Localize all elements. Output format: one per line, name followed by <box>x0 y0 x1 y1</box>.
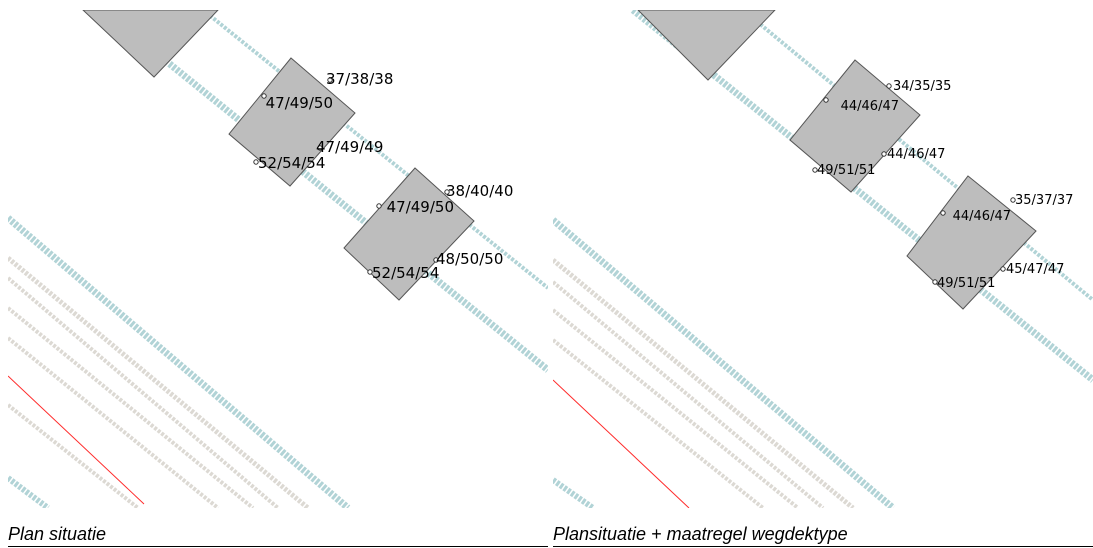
road-line-0 <box>630 10 1093 383</box>
rail-line-4 <box>8 276 280 508</box>
rail-line-5 <box>553 308 800 508</box>
bottom-rule-left <box>8 546 548 547</box>
road-line-1 <box>741 10 1093 302</box>
rail-line-3 <box>8 256 310 508</box>
noise-label: 49/51/51 <box>937 276 995 291</box>
road-line-2 <box>553 217 896 508</box>
receiver-point[interactable] <box>327 77 333 83</box>
receiver-point[interactable] <box>317 145 323 151</box>
noise-label: 52/54/54 <box>258 154 325 172</box>
road-line-8 <box>8 475 50 508</box>
building-2[interactable]: 35/37/37 44/46/47 45/47/47 49/51/51 <box>906 175 1073 310</box>
boundary-line <box>8 375 145 505</box>
noise-label: 45/47/47 <box>1006 262 1064 277</box>
noise-label: 37/38/38 <box>326 70 393 88</box>
receiver-point[interactable] <box>940 210 946 216</box>
caption-plan: Plan situatie <box>8 524 107 544</box>
road-line-7 <box>553 477 595 508</box>
noise-label: 47/49/50 <box>266 94 333 112</box>
building-1[interactable]: 34/35/35 44/46/47 44/46/47 49/51/51 <box>789 59 951 193</box>
map-canvas-plan[interactable]: 37/38/3847/49/5047/49/4952/54/5438/40/40… <box>8 10 548 508</box>
road-line-2 <box>8 215 351 508</box>
receiver-point[interactable] <box>1010 197 1016 203</box>
rail-line-7 <box>8 403 140 508</box>
noise-label: 47/49/49 <box>316 138 383 156</box>
boundary-line <box>553 379 690 508</box>
building-footprint[interactable] <box>789 59 921 193</box>
receiver-point[interactable] <box>932 279 938 285</box>
map-canvas-measure[interactable]: 34/35/3544/46/4744/46/4749/51/5135/37/37… <box>553 10 1093 508</box>
receiver-point[interactable] <box>1000 266 1006 272</box>
noise-label: 35/37/37 <box>1015 193 1073 208</box>
receiver-point[interactable] <box>376 203 382 209</box>
receiver-point[interactable] <box>433 257 439 263</box>
receiver-point[interactable] <box>823 97 829 103</box>
noise-label: 38/40/40 <box>446 182 513 200</box>
building-top-partial[interactable] <box>637 10 776 81</box>
caption-measure: Plansituatie + maatregel wegdektype <box>553 524 848 544</box>
rail-line-4 <box>553 280 825 508</box>
receiver-point[interactable] <box>367 269 373 275</box>
receiver-point[interactable] <box>253 159 259 165</box>
rail-line-6 <box>553 338 765 508</box>
noise-label: 44/46/47 <box>953 209 1011 224</box>
rail-line-6 <box>8 336 220 508</box>
bottom-rule-right <box>553 546 1093 547</box>
building-top-partial[interactable] <box>82 10 219 78</box>
building-footprint[interactable] <box>228 57 356 187</box>
noise-label: 49/51/51 <box>817 163 875 178</box>
noise-label: 47/49/50 <box>387 198 454 216</box>
noise-label: 52/54/54 <box>372 264 439 282</box>
building-footprint[interactable] <box>343 167 475 301</box>
road-line-1 <box>201 10 548 290</box>
receiver-point[interactable] <box>812 167 818 173</box>
receiver-point[interactable] <box>886 83 892 89</box>
receiver-point[interactable] <box>261 93 267 99</box>
building-footprint[interactable] <box>906 175 1037 310</box>
rail-line-5 <box>8 306 255 508</box>
noise-label: 34/35/35 <box>893 79 951 94</box>
map-panel-plan[interactable]: 37/38/38 47/49/50 47/49/49 52/54/54 38/40/40… <box>8 10 548 508</box>
noise-label: 44/46/47 <box>841 99 899 114</box>
rail-line-3 <box>553 258 855 508</box>
noise-label: 48/50/50 <box>436 250 503 268</box>
noise-label: 44/46/47 <box>887 147 945 162</box>
receiver-point[interactable] <box>881 151 887 157</box>
road-line-0 <box>100 10 548 373</box>
receiver-point[interactable] <box>444 189 450 195</box>
map-panel-measure[interactable]: 34/35/35 44/46/47 44/46/47 49/51/51 35/37/37… <box>553 10 1093 508</box>
